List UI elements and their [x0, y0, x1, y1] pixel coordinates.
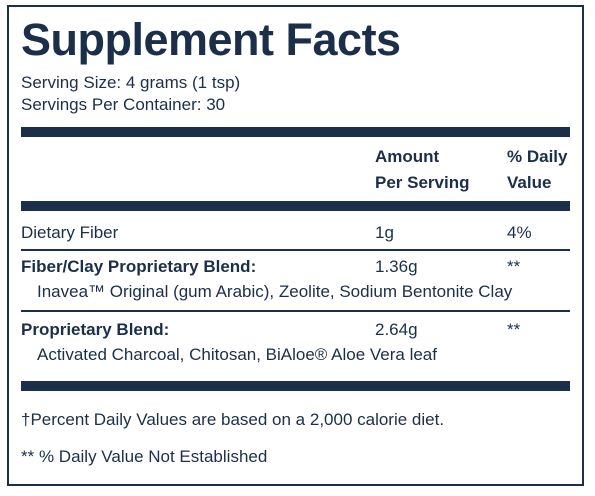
- serving-size: Serving Size: 4 grams (1 tsp): [21, 73, 241, 92]
- divider-thin-1: [21, 249, 570, 251]
- divider-thin-2: [21, 310, 570, 312]
- footnote-daily-values: †Percent Daily Values are based on a 2,0…: [21, 410, 445, 429]
- row-dv-fiber-clay-blend: **: [507, 257, 521, 276]
- divider-thick-bottom: [21, 381, 570, 391]
- servings-per-container: Servings Per Container: 30: [21, 95, 226, 114]
- row-ingredients-fiber-clay-blend: Inavea™ Original (gum Arabic), Zeolite, …: [37, 282, 513, 301]
- row-ingredients-proprietary-blend: Activated Charcoal, Chitosan, BiAloe® Al…: [37, 345, 437, 364]
- row-dv-dietary-fiber: 4%: [507, 223, 532, 242]
- row-name-fiber-clay-blend: Fiber/Clay Proprietary Blend:: [21, 257, 257, 276]
- panel-title: Supplement Facts: [21, 14, 401, 65]
- row-name-proprietary-blend: Proprietary Blend:: [21, 320, 170, 339]
- divider-thick-header: [21, 201, 570, 211]
- header-dv-line1: % Daily: [507, 147, 568, 166]
- divider-thick-top: [21, 127, 570, 137]
- row-dv-proprietary-blend: **: [507, 320, 521, 339]
- supplement-facts-panel: Supplement Facts Serving Size: 4 grams (…: [7, 5, 584, 486]
- row-amount-proprietary-blend: 2.64g: [375, 320, 418, 339]
- row-amount-dietary-fiber: 1g: [375, 223, 394, 242]
- header-dv-line2: Value: [507, 173, 552, 192]
- header-amount-line2: Per Serving: [375, 173, 470, 192]
- header-amount-line1: Amount: [375, 147, 440, 166]
- row-amount-fiber-clay-blend: 1.36g: [375, 257, 418, 276]
- row-name-dietary-fiber: Dietary Fiber: [21, 223, 119, 242]
- footnote-not-established: ** % Daily Value Not Established: [21, 447, 268, 466]
